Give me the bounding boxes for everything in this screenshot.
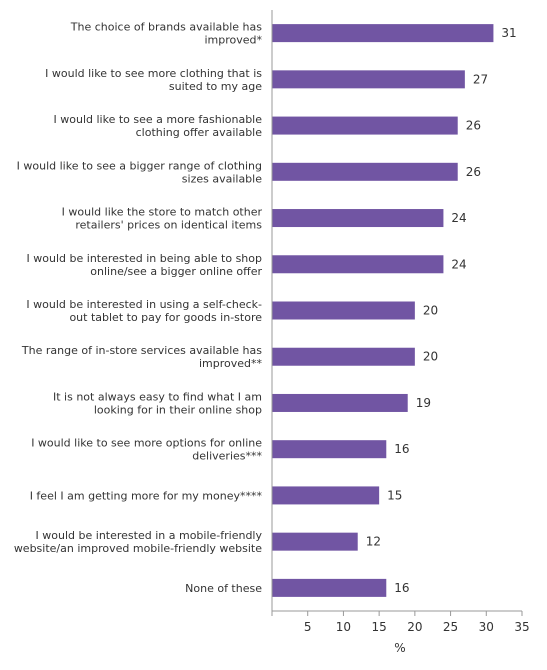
category-label-line: retailers' prices on identical items: [75, 219, 262, 232]
category-label-line: None of these: [185, 582, 262, 595]
category-label-line: The choice of brands available has: [70, 21, 262, 34]
bar: [272, 255, 444, 274]
category-label: It is not always easy to find what I am l…: [53, 390, 262, 416]
x-axis-title: %: [394, 641, 405, 655]
bars-layer: [272, 24, 494, 597]
value-label: 12: [366, 535, 381, 549]
bar: [272, 301, 415, 320]
category-label: I would like to see a more fashionable cl…: [54, 113, 263, 139]
bar: [272, 393, 408, 412]
bar: [272, 162, 458, 181]
category-label: I would be interested in using a self-ch…: [26, 298, 262, 324]
category-label: I would like to see a bigger range of cl…: [17, 159, 263, 185]
value-label: 24: [451, 257, 466, 271]
category-label-line: I feel I am getting more for my money***…: [30, 489, 263, 502]
category-label-line: website/an improved mobile-friendly webs…: [14, 542, 262, 555]
value-label: 27: [473, 72, 488, 86]
category-label-line: looking for in their online shop: [94, 403, 262, 416]
bar: [272, 578, 387, 597]
value-label: 16: [394, 581, 409, 595]
category-label-line: I would like to see more options for onl…: [31, 437, 262, 450]
category-label-line: improved*: [204, 34, 262, 47]
category-label: I would like to see more clothing that i…: [45, 67, 262, 93]
bar: [272, 70, 465, 89]
category-label: None of these: [185, 582, 262, 595]
category-label-line: suited to my age: [169, 80, 262, 93]
value-label: 26: [466, 119, 481, 133]
category-label: I would be interested in a mobile-friend…: [14, 529, 263, 555]
category-label-line: The range of in-store services available…: [21, 344, 262, 357]
category-label-line: It is not always easy to find what I am: [53, 390, 262, 403]
bar: [272, 24, 494, 43]
x-axis: 5 10 15 20 25 30 35: [271, 10, 530, 634]
category-label-line: I would like to see a more fashionable: [54, 113, 263, 126]
value-label: 31: [501, 26, 516, 40]
bar: [272, 440, 387, 459]
category-label: The choice of brands available has improv…: [70, 21, 263, 47]
x-tick-label: 35: [514, 620, 529, 634]
category-label-line: I would be interested in a mobile-friend…: [36, 529, 263, 542]
category-label-line: deliveries***: [192, 450, 262, 463]
x-tick-label: 20: [407, 620, 422, 634]
category-labels-layer: The choice of brands available has improv…: [14, 21, 263, 595]
value-label: 15: [387, 488, 402, 502]
category-label-line: I would like to see more clothing that i…: [45, 67, 262, 80]
category-label: The range of in-store services available…: [21, 344, 263, 370]
bar: [272, 486, 380, 505]
x-tick-label: 25: [443, 620, 458, 634]
value-label: 24: [451, 211, 466, 225]
value-label: 26: [466, 165, 481, 179]
category-label: I feel I am getting more for my money***…: [30, 489, 263, 502]
category-label-line: improved**: [199, 357, 263, 370]
category-label-line: I would be interested in being able to s…: [27, 252, 262, 265]
value-label: 16: [394, 442, 409, 456]
bar: [272, 116, 458, 135]
category-label-line: out tablet to pay for goods in-store: [69, 311, 262, 324]
category-label: I would like the store to match other ret…: [62, 206, 263, 232]
bar: [272, 209, 444, 228]
category-label-line: clothing offer available: [136, 126, 263, 139]
bar: [272, 347, 415, 366]
x-tick-label: 15: [372, 620, 387, 634]
x-tick-label: 10: [336, 620, 351, 634]
value-labels-layer: 31 27 26 26 24 24 20 20 19 16 15 12 16: [366, 26, 517, 595]
category-label-line: online/see a bigger online offer: [90, 265, 262, 278]
value-label: 20: [423, 350, 438, 364]
value-label: 20: [423, 304, 438, 318]
category-label: I would be interested in being able to s…: [27, 252, 263, 278]
value-label: 19: [416, 396, 431, 410]
x-tick-label: 30: [479, 620, 494, 634]
bar: [272, 532, 358, 551]
category-label-line: I would be interested in using a self-ch…: [26, 298, 262, 311]
category-label: I would like to see more options for onl…: [31, 437, 262, 463]
category-label-line: I would like the store to match other: [62, 206, 263, 219]
category-label-line: sizes available: [182, 172, 262, 185]
x-tick-label: 5: [304, 620, 312, 634]
category-label-line: I would like to see a bigger range of cl…: [17, 159, 262, 172]
